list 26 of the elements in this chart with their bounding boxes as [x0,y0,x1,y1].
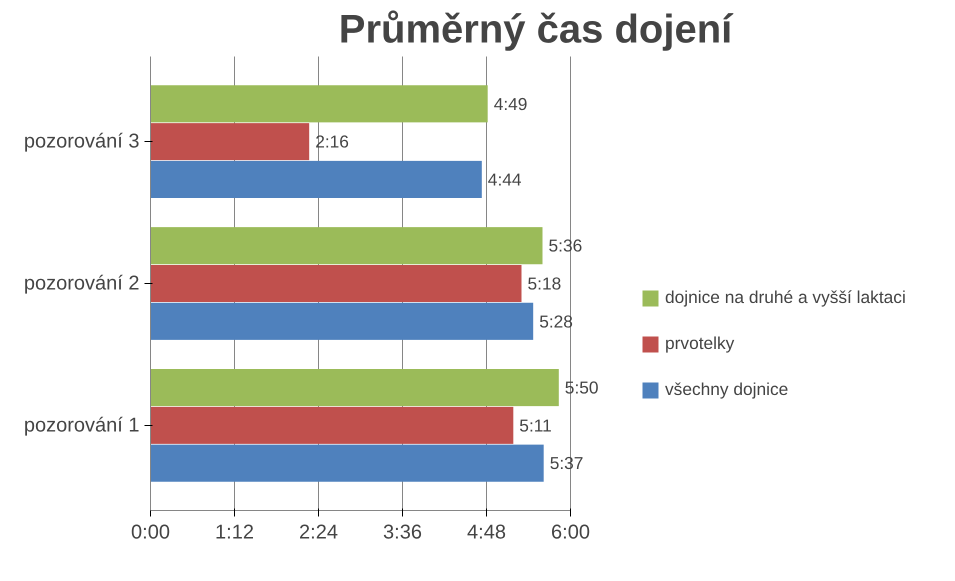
y-tick-label: pozorování 1 [24,414,140,436]
bar [150,264,522,302]
bar [150,302,534,340]
x-tick-label: 0:00 [131,522,170,544]
data-label: 5:18 [528,274,562,294]
bar [150,406,514,444]
y-tick-label: pozorování 2 [24,272,140,294]
data-label: 4:49 [494,94,528,114]
data-label: 4:44 [488,169,522,190]
y-tick-label: pozorování 3 [24,130,140,153]
bar [150,444,544,482]
data-label: 5:11 [519,415,552,436]
bar [150,85,488,122]
bar [150,369,559,406]
x-tick-label: 2:24 [299,522,338,544]
bar [150,123,310,160]
bar [150,227,542,264]
legend-label: dojnice na druhé a vyšší laktaci [665,287,906,308]
x-tick-label: 3:36 [383,522,422,544]
x-tick-label: 4:48 [467,522,506,544]
legend-label: všechny dojnice [665,379,788,400]
x-tick-label: 6:00 [551,522,590,544]
x-tick-label: 1:12 [215,522,254,544]
bar [150,160,482,198]
chart-title: Průměrný čas dojení [338,8,734,52]
legend-label: prvotelky [665,333,734,354]
